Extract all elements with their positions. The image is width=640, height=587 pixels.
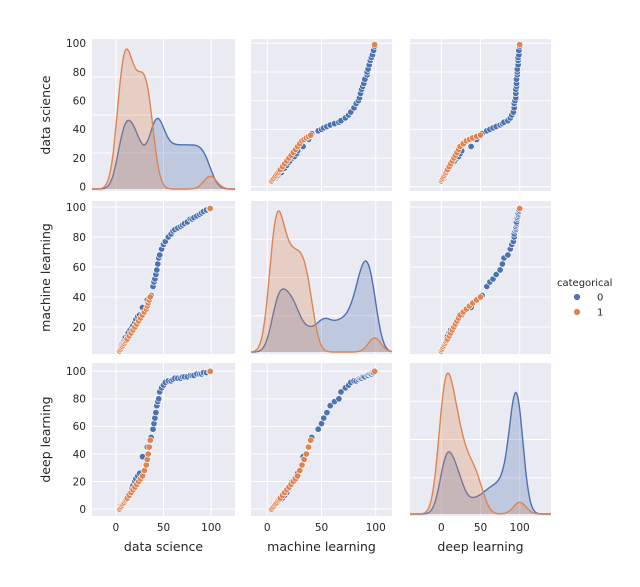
- y-axis-label-data-science: data science: [38, 75, 53, 154]
- kde-line-0: [251, 260, 393, 353]
- scatter-point-0: [496, 266, 504, 274]
- y-tick-label: 60: [73, 262, 86, 274]
- y-tick-label: 60: [73, 421, 86, 433]
- y-tick-label: 100: [66, 202, 86, 214]
- scatter-point-0: [155, 395, 163, 403]
- legend-marker-0: [573, 293, 581, 301]
- scatter-point-1: [146, 436, 154, 444]
- scatter-point-0: [323, 409, 331, 417]
- kde-line-1: [92, 48, 235, 190]
- panel-machine-learning-vs-data-science: [92, 201, 235, 355]
- x-tick-label: 100: [510, 522, 530, 534]
- scatter-point-0: [492, 270, 500, 278]
- kde-fill-1: [92, 49, 235, 189]
- y-tick-label: 20: [73, 322, 86, 334]
- scatter-point-1: [144, 450, 152, 458]
- scatter-point-0: [314, 425, 322, 433]
- y-axis-label-machine-learning: machine learning: [38, 223, 53, 332]
- x-tick-label: 100: [201, 522, 221, 534]
- y-tick-label: 80: [73, 394, 86, 406]
- x-axis-label-machine-learning: machine learning: [267, 539, 376, 554]
- kde-line-0: [410, 391, 551, 515]
- scatter-point-1: [146, 293, 154, 301]
- y-tick-label: 80: [73, 67, 86, 79]
- scatter-point-0: [153, 266, 161, 274]
- x-tick-label: 50: [157, 522, 170, 534]
- legend-label-1: 1: [597, 308, 603, 319]
- panel-machine-learning-vs-machine-learning: [250, 201, 393, 354]
- kde-line-0: [92, 117, 235, 190]
- kde-fill-1: [251, 211, 392, 352]
- scatter-point-1: [206, 205, 214, 213]
- scatter-point-1: [307, 436, 315, 444]
- scatter-point-1: [304, 443, 312, 451]
- legend: categorical 0 1: [557, 278, 612, 319]
- scatter-point-1: [476, 293, 484, 301]
- x-tick-label: 50: [474, 522, 487, 534]
- y-tick-label: 20: [73, 476, 86, 488]
- scatter-point-0: [326, 402, 334, 410]
- y-tick-label: 100: [66, 38, 86, 50]
- scatter-point-0: [337, 388, 345, 396]
- y-tick-label: 0: [79, 504, 86, 516]
- kde-fill-0: [410, 392, 551, 514]
- scatter-point-0: [335, 395, 343, 403]
- x-tick-label: 100: [366, 522, 386, 534]
- panel-data-science-vs-machine-learning: [251, 39, 392, 191]
- scatter-point-1: [371, 41, 379, 49]
- legend-label-0: 0: [597, 293, 603, 304]
- panel-deep-learning-vs-data-science: [92, 363, 235, 516]
- x-tick-label: 0: [112, 522, 119, 534]
- y-tick-label: 40: [73, 449, 86, 461]
- y-tick-label: 100: [66, 366, 86, 378]
- scatter-point-0: [320, 414, 328, 422]
- scatter-point-1: [516, 205, 524, 213]
- panel-deep-learning-vs-deep-learning: [410, 363, 551, 516]
- scatter-point-1: [206, 367, 214, 375]
- kde-line-1: [250, 210, 393, 353]
- scatter-point-1: [516, 41, 524, 49]
- y-tick-label: 0: [79, 181, 86, 193]
- scatter-point-1: [302, 450, 310, 458]
- scatter-point-0: [498, 260, 506, 268]
- x-tick-label: 0: [264, 522, 271, 534]
- scatter-point-0: [467, 143, 475, 151]
- y-tick-label: 80: [73, 232, 86, 244]
- scatter-point-0: [504, 251, 512, 259]
- kde-line-1: [410, 372, 551, 515]
- scatter-point-1: [307, 131, 315, 139]
- kde-fill-0: [251, 261, 392, 352]
- panel-data-science-vs-data-science: [92, 39, 235, 191]
- scatter-point-1: [371, 367, 379, 375]
- scatter-point-0: [154, 260, 162, 268]
- kde-fill-1: [410, 373, 551, 514]
- y-axis-label-deep-learning: deep learning: [38, 396, 53, 482]
- panel-deep-learning-vs-machine-learning: [251, 363, 392, 516]
- panels-layer: [92, 39, 551, 516]
- x-axis-label-deep-learning: deep learning: [437, 539, 523, 554]
- x-tick-label: 0: [438, 522, 445, 534]
- panel-machine-learning-vs-deep-learning: [410, 201, 551, 355]
- y-tick-label: 40: [73, 124, 86, 136]
- scatter-point-0: [149, 425, 157, 433]
- y-tick-label: 20: [73, 153, 86, 165]
- panel-data-science-vs-deep-learning: [410, 39, 551, 191]
- x-tick-label: 50: [315, 522, 328, 534]
- kde-fill-0: [92, 118, 235, 189]
- scatter-point-1: [476, 131, 484, 139]
- axis-text-layer: 0 20 40 60 80 100 data science 20 40 60 80 100 machi…: [38, 38, 530, 554]
- x-axis-label-data-science: data science: [124, 539, 203, 554]
- y-tick-label: 40: [73, 292, 86, 304]
- scatter-point-0: [156, 251, 164, 259]
- legend-title: categorical: [557, 278, 612, 289]
- y-tick-label: 60: [73, 95, 86, 107]
- scatter-point-1: [145, 443, 153, 451]
- legend-marker-1: [573, 308, 581, 316]
- scatter-point-0: [152, 409, 160, 417]
